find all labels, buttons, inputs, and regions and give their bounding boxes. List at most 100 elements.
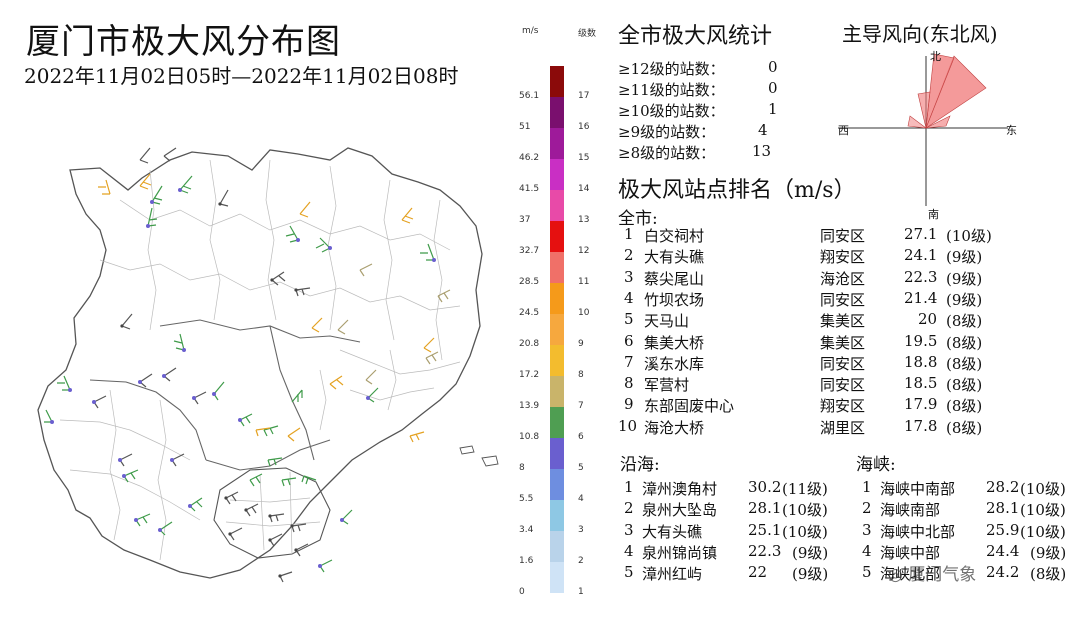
district-name: 同安区	[820, 376, 866, 395]
wind-rose-title: 主导风向(东北风)	[842, 22, 998, 46]
wind-speed: 28.1	[986, 499, 1020, 518]
wind-rose: 北 南 东 西	[838, 46, 1028, 225]
district-name: 同安区	[820, 290, 866, 309]
level-tick-label: 5	[578, 463, 584, 473]
wind-level: (10级)	[782, 522, 828, 541]
station-name: 海峡中南部	[880, 480, 956, 498]
wind-speed: 17.9	[904, 395, 938, 414]
level-tick-label: 11	[578, 277, 590, 287]
city-boundary	[37, 147, 483, 579]
level-tick-label: 14	[578, 184, 590, 194]
station-name: 泉州大坠岛	[642, 501, 718, 520]
color-swatch	[550, 221, 564, 252]
rank-number: 1	[624, 478, 634, 496]
station-name: 蔡尖尾山	[644, 269, 705, 288]
level-tick-label: 2	[578, 556, 584, 566]
wind-speed: 18.5	[904, 374, 938, 393]
wind-speed: 17.8	[904, 416, 938, 435]
color-swatch	[550, 562, 564, 593]
station-name: 大有头礁	[642, 522, 703, 541]
ms-tick-label: 56.1	[519, 91, 540, 101]
wind-level: (11级)	[782, 480, 828, 498]
level-tick-label: 12	[578, 246, 590, 256]
level-tick-label: 17	[578, 91, 590, 101]
rank-number: 5	[624, 310, 634, 329]
ms-tick-label: 20.8	[519, 339, 540, 349]
wind-level: (9级)	[792, 543, 829, 562]
stat-value: 13	[752, 142, 772, 160]
wind-level: (8级)	[946, 312, 983, 331]
station-name: 白交祠村	[644, 227, 705, 245]
wind-speed: 24.1	[904, 246, 938, 265]
wechat-icon: ◎	[888, 565, 909, 585]
wind-level: (8级)	[1030, 565, 1067, 584]
stat-label: ≥10级的站数：	[618, 102, 725, 120]
district-name: 翔安区	[820, 248, 866, 267]
district-name: 同安区	[820, 354, 866, 373]
wind-level: (9级)	[946, 248, 983, 267]
color-swatch	[550, 128, 564, 159]
level-tick-label: 7	[578, 401, 584, 411]
wind-speed: 21.4	[904, 288, 938, 307]
ms-tick-label: 3.4	[519, 525, 534, 535]
color-swatch	[550, 531, 564, 562]
ms-tick-label: 17.2	[519, 370, 540, 380]
station-name: 溪东水库	[644, 354, 705, 373]
district-name: 集美区	[820, 333, 866, 352]
station-name: 漳州澳角村	[642, 480, 718, 498]
wind-speed: 25.9	[986, 520, 1020, 539]
rank-number: 3	[862, 520, 872, 539]
wind-level: (8级)	[946, 376, 983, 395]
district-name: 集美区	[820, 312, 866, 331]
ms-tick-label: 24.5	[519, 308, 540, 318]
level-tick-label: 8	[578, 370, 584, 380]
wind-speed: 24.4	[986, 541, 1020, 560]
level-tick-label: 10	[578, 308, 590, 318]
rank-number: 5	[624, 563, 634, 582]
level-tick-label: 4	[578, 494, 584, 504]
wind-speed: 28.1	[748, 499, 782, 518]
rank-number: 1	[624, 225, 634, 243]
rank-number: 2	[862, 499, 872, 518]
station-name: 天马山	[644, 312, 690, 331]
map-title: 厦门市极大风分布图	[26, 22, 341, 62]
wind-speed: 20	[918, 310, 938, 329]
stats-title: 全市极大风统计	[618, 24, 773, 49]
district-map[interactable]	[30, 130, 521, 594]
station-name: 海峡中部	[880, 543, 941, 562]
rank-number: 4	[624, 541, 634, 560]
stat-value: 0	[768, 79, 778, 97]
station-name: 军营村	[644, 376, 690, 395]
wind-speed: 25.1	[748, 520, 782, 539]
station-name: 大有头礁	[644, 248, 705, 267]
color-swatch	[550, 283, 564, 314]
station-name: 漳州红屿	[642, 565, 703, 584]
color-swatch	[550, 376, 564, 407]
district-name: 海沧区	[820, 269, 866, 288]
wind-speed: 30.2	[748, 478, 782, 496]
legend-unit-ms: m/s	[522, 26, 539, 36]
rose-west-label: 西	[838, 124, 849, 137]
level-tick-label: 3	[578, 525, 584, 535]
station-name: 泉州锦尚镇	[642, 543, 718, 562]
level-tick-label: 13	[578, 215, 590, 225]
stat-label: ≥11级的站数：	[618, 81, 725, 99]
ms-tick-label: 37	[519, 215, 531, 225]
wind-level: (9级)	[1030, 543, 1067, 562]
rank-number: 1	[862, 478, 872, 496]
wind-speed: 22.3	[904, 267, 938, 286]
wind-speed: 18.8	[904, 352, 938, 371]
stat-value: 0	[768, 58, 778, 76]
color-swatch	[550, 252, 564, 283]
station-name: 竹坝农场	[644, 290, 705, 309]
rose-east-label: 东	[1006, 124, 1017, 137]
color-swatch	[550, 314, 564, 345]
wind-level: (10级)	[1020, 480, 1066, 498]
map-svg	[37, 147, 521, 583]
wind-speed: 22.3	[748, 541, 782, 560]
wind-speed: 19.5	[904, 331, 938, 350]
rank-number: 9	[624, 395, 634, 414]
wind-level: (8级)	[946, 354, 983, 373]
wind-speed: 28.2	[986, 478, 1020, 496]
ms-tick-label: 32.7	[519, 246, 540, 256]
